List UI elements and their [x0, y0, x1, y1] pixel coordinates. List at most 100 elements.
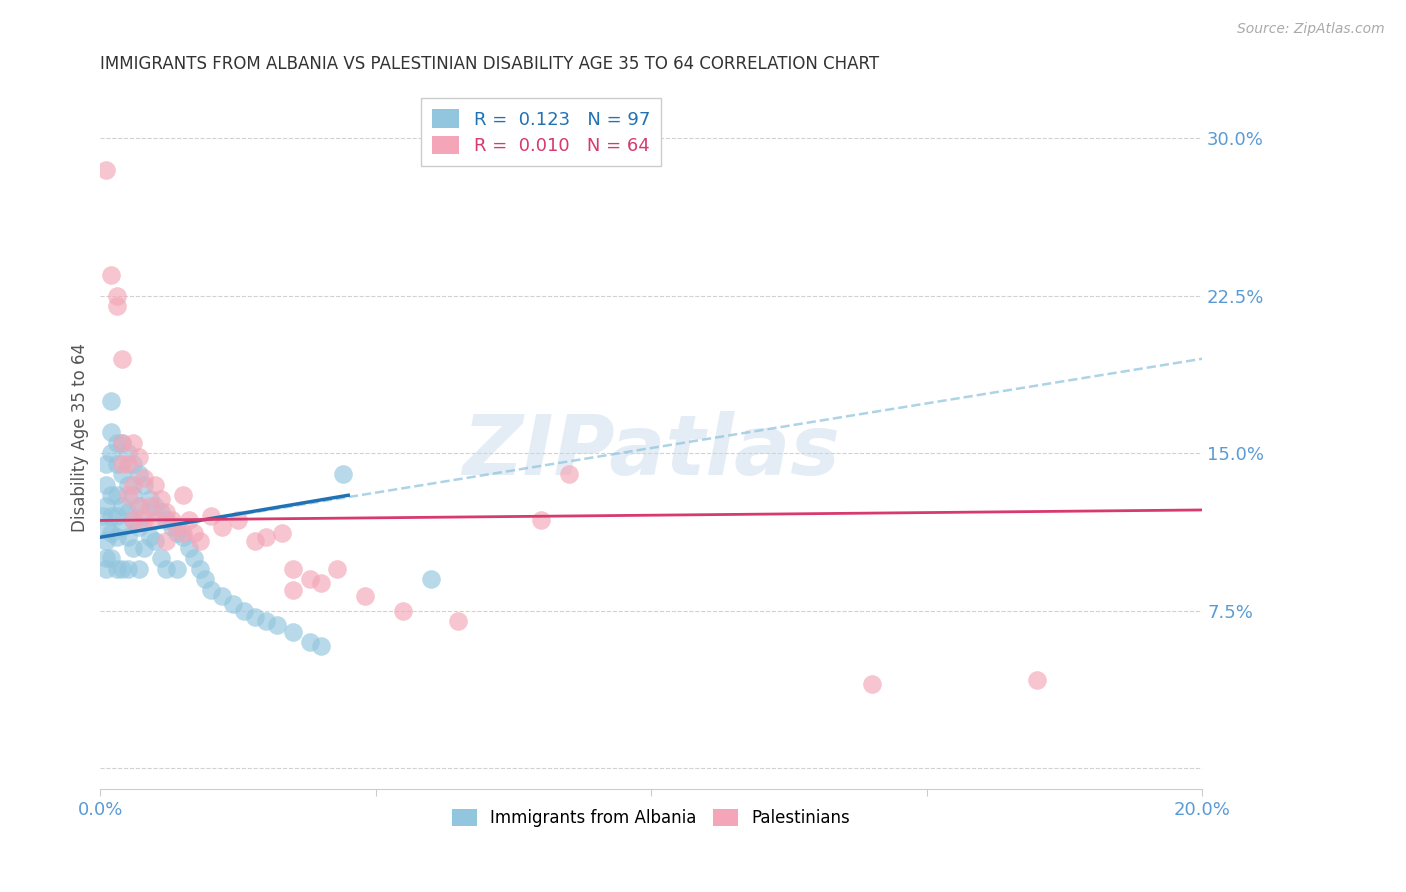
Point [172, 488, 194, 502]
Point [194, 572, 217, 586]
Point [155, 505, 177, 519]
Point [419, 572, 441, 586]
Point [122, 513, 145, 527]
Point [243, 610, 266, 624]
Point [94, 162, 117, 177]
Point [122, 457, 145, 471]
Point [145, 477, 167, 491]
Point [155, 513, 177, 527]
Y-axis label: Disability Age 35 to 64: Disability Age 35 to 64 [72, 343, 89, 532]
Point [145, 534, 167, 549]
Point [166, 562, 188, 576]
Point [166, 526, 188, 541]
Point [172, 526, 194, 541]
Point [100, 446, 122, 460]
Point [134, 509, 156, 524]
Text: IMMIGRANTS FROM ALBANIA VS PALESTINIAN DISABILITY AGE 35 TO 64 CORRELATION CHART: IMMIGRANTS FROM ALBANIA VS PALESTINIAN D… [100, 55, 880, 73]
Point [211, 520, 233, 534]
Point [111, 435, 134, 450]
Text: ZIPatlas: ZIPatlas [463, 411, 841, 492]
Point [271, 526, 294, 541]
Point [122, 488, 145, 502]
Point [200, 582, 222, 597]
Point [117, 477, 139, 491]
Point [122, 513, 145, 527]
Point [283, 562, 305, 576]
Point [188, 562, 211, 576]
Point [94, 562, 117, 576]
Point [160, 520, 183, 534]
Legend: Immigrants from Albania, Palestinians: Immigrants from Albania, Palestinians [446, 802, 858, 834]
Point [128, 499, 150, 513]
Point [128, 520, 150, 534]
Point [139, 530, 162, 544]
Point [105, 299, 128, 313]
Point [134, 513, 156, 527]
Point [155, 534, 177, 549]
Point [94, 457, 117, 471]
Point [105, 488, 128, 502]
Point [232, 604, 254, 618]
Point [94, 477, 117, 491]
Point [122, 541, 145, 555]
Point [105, 435, 128, 450]
Point [160, 513, 183, 527]
Point [111, 351, 134, 366]
Point [117, 457, 139, 471]
Point [122, 435, 145, 450]
Point [111, 499, 134, 513]
Point [105, 509, 128, 524]
Point [166, 520, 188, 534]
Point [145, 513, 167, 527]
Point [117, 530, 139, 544]
Point [530, 513, 553, 527]
Point [309, 640, 332, 654]
Point [100, 268, 122, 282]
Point [145, 499, 167, 513]
Point [332, 467, 354, 482]
Point [298, 572, 321, 586]
Point [94, 499, 117, 513]
Point [243, 534, 266, 549]
Point [149, 505, 172, 519]
Point [447, 614, 470, 628]
Point [177, 513, 200, 527]
Point [283, 624, 305, 639]
Point [94, 520, 117, 534]
Point [211, 589, 233, 603]
Point [100, 509, 122, 524]
Point [94, 551, 117, 566]
Point [100, 551, 122, 566]
Point [128, 499, 150, 513]
Point [309, 576, 332, 591]
Point [188, 534, 211, 549]
Point [105, 530, 128, 544]
Point [117, 446, 139, 460]
Point [177, 541, 200, 555]
Point [392, 604, 415, 618]
Point [134, 471, 156, 485]
Point [353, 589, 375, 603]
Point [149, 492, 172, 507]
Point [111, 457, 134, 471]
Point [139, 492, 162, 507]
Point [134, 541, 156, 555]
Text: Source: ZipAtlas.com: Source: ZipAtlas.com [1237, 22, 1385, 37]
Point [117, 488, 139, 502]
Point [100, 488, 122, 502]
Point [105, 457, 128, 471]
Point [111, 562, 134, 576]
Point [283, 582, 305, 597]
Point [183, 526, 205, 541]
Point [100, 526, 122, 541]
Point [111, 467, 134, 482]
Point [226, 513, 249, 527]
Point [100, 393, 122, 408]
Point [111, 435, 134, 450]
Point [254, 614, 277, 628]
Point [100, 425, 122, 440]
Point [111, 520, 134, 534]
Point [117, 505, 139, 519]
Point [105, 562, 128, 576]
Point [221, 598, 243, 612]
